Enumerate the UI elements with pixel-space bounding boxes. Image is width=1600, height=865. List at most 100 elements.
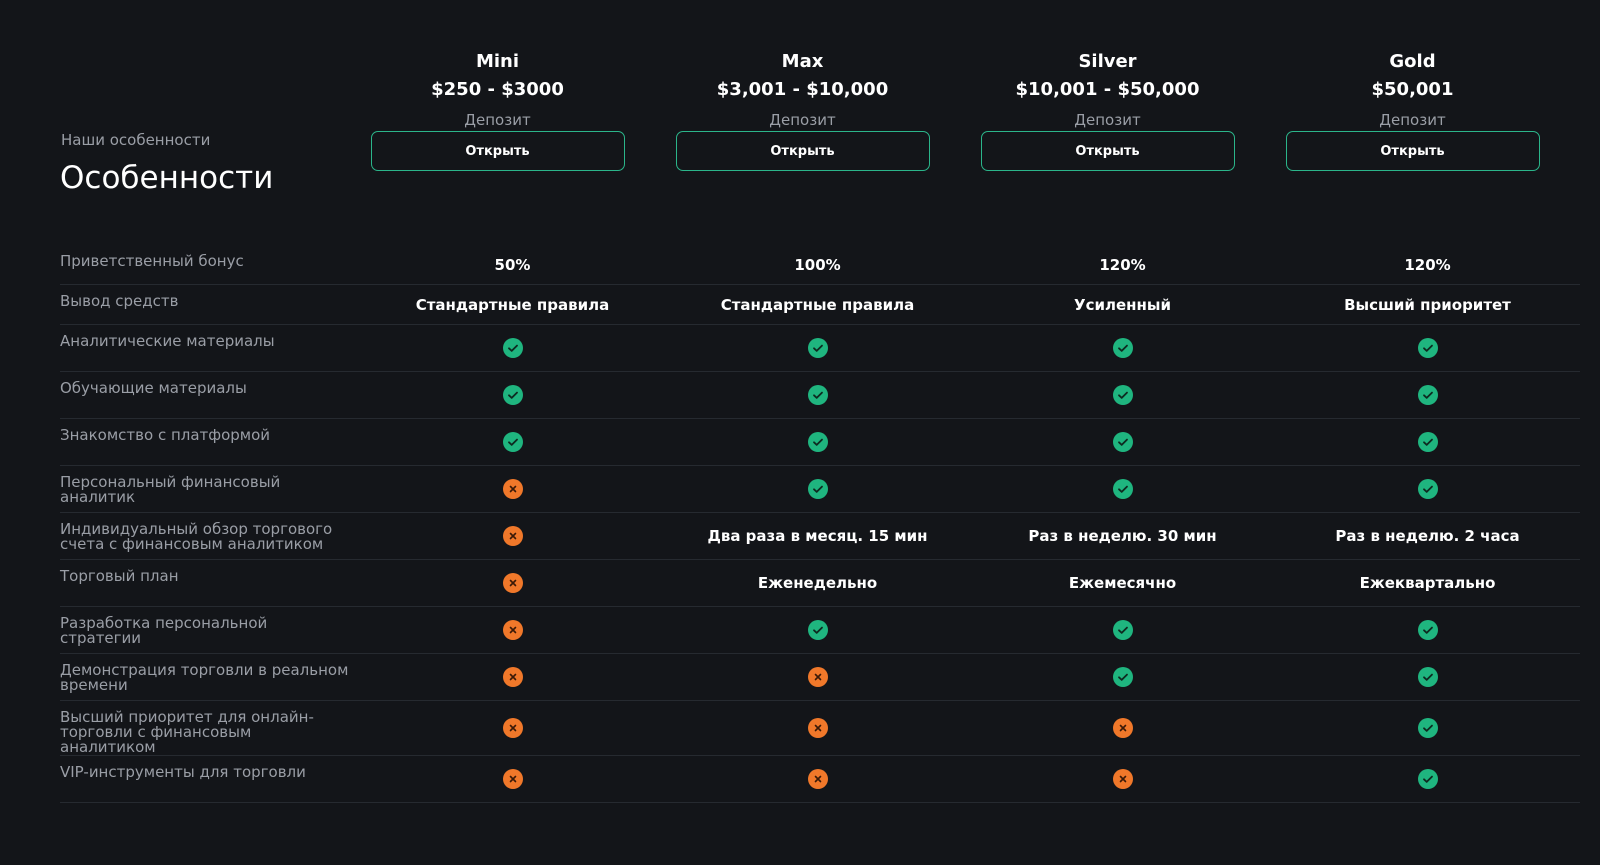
check-icon <box>502 338 523 358</box>
eyebrow: Наши особенности <box>61 131 211 149</box>
feature-cell <box>360 479 665 499</box>
feature-row: Демонстрация торговли в реальном времени <box>60 654 1580 701</box>
check-icon <box>1112 479 1133 499</box>
plan-headers: Mini $250 - $3000 Депозит Открыть Max $3,001 … <box>345 48 1565 171</box>
check-icon <box>1417 667 1438 687</box>
plan-caption: Депозит <box>1379 111 1446 129</box>
plan-caption: Депозит <box>464 111 531 129</box>
section-title: Особенности <box>60 160 274 196</box>
feature-cell <box>360 769 665 789</box>
feature-cell <box>360 718 665 738</box>
check-icon <box>1417 769 1438 789</box>
check-icon <box>1112 667 1133 687</box>
plan-column: Max $3,001 - $10,000 Депозит Открыть <box>650 48 955 171</box>
feature-label: Торговый план <box>60 567 179 585</box>
plan-caption: Депозит <box>769 111 836 129</box>
feature-cell <box>1275 479 1580 499</box>
cross-icon <box>807 667 828 687</box>
feature-row: VIP-инструменты для торговли <box>60 756 1580 803</box>
open-button[interactable]: Открыть <box>1285 131 1540 171</box>
feature-label: Разработка персональной стратегии <box>60 614 268 647</box>
feature-cell <box>360 338 665 358</box>
feature-cell <box>665 718 970 738</box>
cross-icon <box>502 667 523 687</box>
feature-value: Ежеквартально <box>1359 574 1496 592</box>
plan-name: Silver <box>1078 51 1137 72</box>
feature-cell <box>665 620 970 640</box>
check-icon <box>807 338 828 358</box>
feature-cell <box>1275 385 1580 405</box>
feature-value: Раз в неделю. 2 часа <box>1335 527 1520 545</box>
plan-name: Max <box>781 51 824 72</box>
cross-icon <box>502 479 523 499</box>
check-icon <box>807 385 828 405</box>
feature-row: Индивидуальный обзор торгового счета с ф… <box>60 513 1580 560</box>
feature-row: Приветственный бонус 50% 100% 120% 120% <box>60 245 1580 285</box>
check-icon <box>1417 338 1438 358</box>
feature-cell <box>360 573 665 593</box>
check-icon <box>1112 338 1133 358</box>
cross-icon <box>502 526 523 546</box>
feature-row: Знакомство с платформой <box>60 419 1580 466</box>
feature-cell <box>970 667 1275 687</box>
feature-value: 120% <box>1404 255 1451 274</box>
feature-label: Аналитические материалы <box>60 332 275 350</box>
cross-icon <box>807 769 828 789</box>
feature-row: Разработка персональной стратегии <box>60 607 1580 654</box>
feature-value: 50% <box>494 255 531 274</box>
feature-cell <box>1275 620 1580 640</box>
feature-row: Вывод средств Стандартные правила Стандарт… <box>60 285 1580 325</box>
check-icon <box>807 479 828 499</box>
feature-label: Приветственный бонус <box>60 252 244 270</box>
cross-icon <box>807 718 828 738</box>
feature-value: Два раза в месяц. 15 мин <box>707 527 928 545</box>
plan-price: $3,001 - $10,000 <box>716 79 889 100</box>
feature-cell <box>665 385 970 405</box>
plan-caption: Депозит <box>1074 111 1141 129</box>
check-icon <box>1112 432 1133 452</box>
feature-value: Еженедельно <box>757 574 878 592</box>
feature-cell <box>970 432 1275 452</box>
feature-label: Демонстрация торговли в реальном времени <box>60 661 349 694</box>
feature-value: Ежемесячно <box>1068 574 1177 592</box>
plan-column: Mini $250 - $3000 Депозит Открыть <box>345 48 650 171</box>
check-icon <box>1417 432 1438 452</box>
feature-label: Индивидуальный обзор торгового счета с ф… <box>60 520 333 553</box>
feature-label: Персональный финансовый аналитик <box>60 473 281 506</box>
check-icon <box>1112 620 1133 640</box>
feature-row: Аналитические материалы <box>60 325 1580 372</box>
feature-cell <box>970 385 1275 405</box>
feature-cell <box>1275 432 1580 452</box>
cross-icon <box>502 718 523 738</box>
feature-value: Усиленный <box>1074 295 1171 314</box>
feature-cell <box>970 338 1275 358</box>
check-icon <box>502 432 523 452</box>
feature-label: Вывод средств <box>60 292 179 310</box>
feature-cell <box>665 769 970 789</box>
feature-row: Торговый план Еженедельно Ежемесячно Ежеква… <box>60 560 1580 607</box>
plan-price: $250 - $3000 <box>431 79 564 100</box>
plan-column: Gold $50,001 Депозит Открыть <box>1260 48 1565 171</box>
feature-cell <box>665 479 970 499</box>
check-icon <box>1417 718 1438 738</box>
check-icon <box>807 432 828 452</box>
feature-cell <box>665 667 970 687</box>
open-button[interactable]: Открыть <box>675 131 930 171</box>
feature-value: Стандартные правила <box>720 295 915 314</box>
feature-cell <box>360 620 665 640</box>
feature-row: Персональный финансовый аналитик <box>60 466 1580 513</box>
check-icon <box>1112 385 1133 405</box>
feature-cell <box>970 718 1275 738</box>
plan-column: Silver $10,001 - $50,000 Депозит Открыть <box>955 48 1260 171</box>
feature-cell <box>970 620 1275 640</box>
cross-icon <box>502 769 523 789</box>
check-icon <box>1417 479 1438 499</box>
open-button[interactable]: Открыть <box>370 131 625 171</box>
plan-price: $10,001 - $50,000 <box>1015 79 1200 100</box>
features-table: Приветственный бонус 50% 100% 120% 120% Вывод… <box>60 245 1580 803</box>
open-button[interactable]: Открыть <box>980 131 1235 171</box>
feature-cell <box>360 526 665 546</box>
check-icon <box>1417 620 1438 640</box>
feature-value: Высший приоритет <box>1344 295 1511 314</box>
